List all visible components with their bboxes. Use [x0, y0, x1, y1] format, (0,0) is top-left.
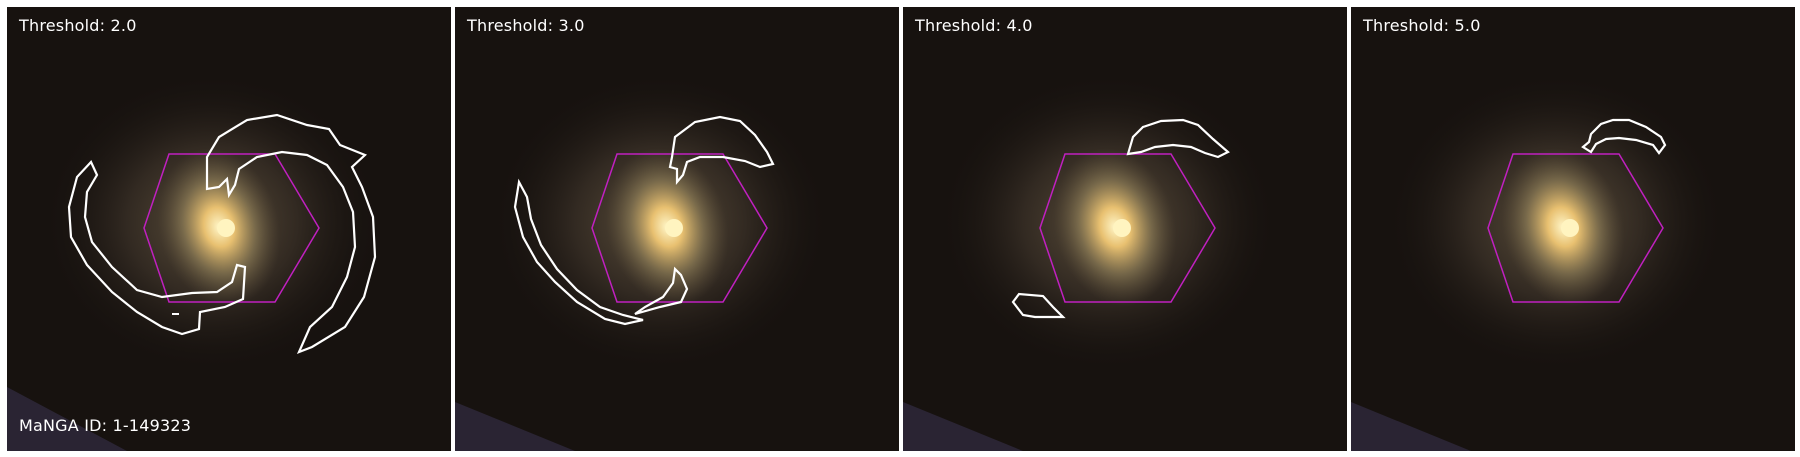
ifu-hexagon [1039, 153, 1216, 303]
threshold-label: Threshold: 3.0 [467, 16, 585, 35]
lower-left-band [7, 387, 127, 451]
threshold-label: Threshold: 2.0 [19, 16, 137, 35]
spiral-contour [1581, 118, 1667, 155]
galaxy-image [7, 7, 451, 451]
spiral-contour [668, 115, 775, 185]
spiral-contour [67, 160, 247, 336]
galaxy-id-label: MaNGA ID: 1-149323 [19, 416, 192, 435]
spiral-contour [205, 113, 377, 354]
galaxy-nucleus [1561, 219, 1579, 237]
spiral-contour [1126, 118, 1230, 159]
galaxy-image [455, 7, 899, 451]
galaxy-nucleus [665, 219, 683, 237]
galaxy-image [903, 7, 1347, 451]
panel-threshold-5: Threshold: 5.0 [1351, 7, 1795, 451]
spiral-contour [634, 266, 689, 316]
galaxy-nucleus [1113, 219, 1131, 237]
spiral-contour [1011, 292, 1066, 319]
ifu-hexagon [591, 153, 768, 303]
spiral-contour [513, 178, 644, 326]
lower-left-band [455, 402, 575, 451]
panel-threshold-2: Threshold: 2.0 MaNGA ID: 1-149323 [7, 7, 451, 451]
lower-left-band [1351, 402, 1471, 451]
galaxy-nucleus [217, 219, 235, 237]
panel-threshold-3: Threshold: 3.0 [455, 7, 899, 451]
threshold-label: Threshold: 5.0 [1363, 16, 1481, 35]
panel-threshold-4: Threshold: 4.0 [903, 7, 1347, 451]
lower-left-band [903, 402, 1023, 451]
galaxy-image [1351, 7, 1795, 451]
threshold-label: Threshold: 4.0 [915, 16, 1033, 35]
ifu-hexagon [1487, 153, 1664, 303]
